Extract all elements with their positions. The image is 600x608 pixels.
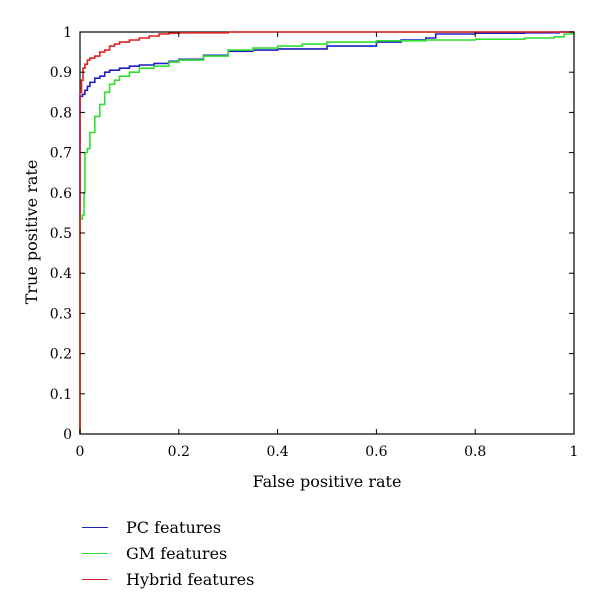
- y-tick-label: 1: [63, 25, 72, 41]
- x-tick-label: 1: [570, 444, 579, 460]
- x-tick-label: 0: [76, 444, 85, 460]
- series-line-gm-features: [79, 32, 575, 434]
- legend: PC features GM features Hybrid features: [82, 514, 254, 592]
- y-tick-label: 0.9: [50, 65, 72, 81]
- plot-frame: [79, 31, 575, 435]
- legend-swatch: [82, 552, 108, 554]
- series-line-hybrid-features: [79, 31, 574, 434]
- legend-label: GM features: [126, 543, 228, 563]
- legend-label: Hybrid features: [126, 569, 255, 589]
- y-tick-label: 0.1: [50, 387, 72, 403]
- legend-label: PC features: [126, 517, 222, 537]
- y-tick-label: 0.2: [50, 347, 72, 363]
- legend-swatch: [82, 526, 108, 528]
- legend-item: Hybrid features: [82, 566, 254, 592]
- y-tick-label: 0.4: [50, 266, 72, 282]
- y-tick-label: 0.3: [50, 306, 72, 322]
- y-tick-label: 0.5: [50, 226, 72, 242]
- legend-item: PC features: [82, 514, 254, 540]
- y-axis-title: True positive rate: [22, 160, 41, 305]
- y-tick-label: 0.6: [50, 186, 72, 202]
- x-tick-label: 0.4: [266, 444, 288, 460]
- x-axis-title: False positive rate: [253, 472, 402, 491]
- x-tick-label: 0.8: [464, 444, 486, 460]
- x-tick-label: 0.6: [365, 444, 387, 460]
- x-tick-label: 0.2: [168, 444, 190, 460]
- series-line-pc-features: [79, 31, 574, 434]
- y-tick-label: 0: [63, 427, 72, 443]
- legend-item: GM features: [82, 540, 254, 566]
- y-tick-label: 0.8: [50, 105, 72, 121]
- legend-swatch: [82, 578, 108, 580]
- y-tick-label: 0.7: [50, 146, 72, 162]
